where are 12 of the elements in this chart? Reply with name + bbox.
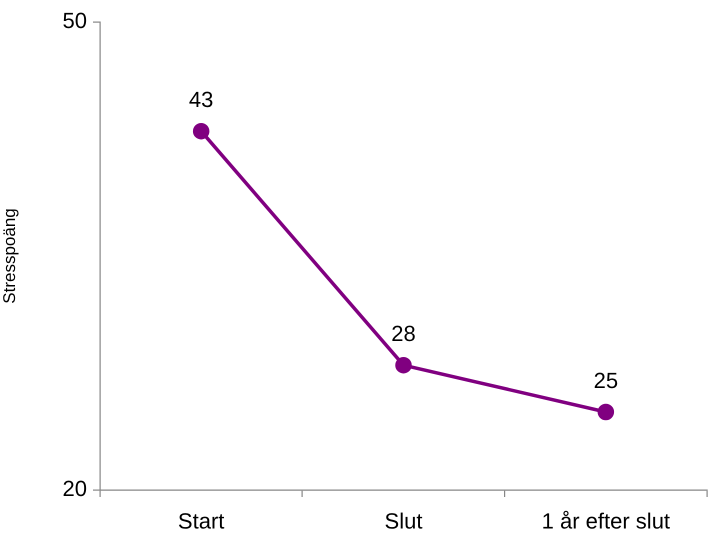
- x-tick-label: Start: [178, 508, 224, 534]
- data-label: 28: [391, 321, 416, 346]
- y-axis-title: Stresspoäng: [0, 208, 19, 304]
- data-label: 43: [188, 87, 214, 112]
- x-tick-label: Slut: [384, 508, 422, 534]
- x-tick-label: 1 år efter slut: [542, 508, 670, 534]
- point: [395, 356, 412, 374]
- y-tick-label: 50: [62, 8, 87, 34]
- data-label: 25: [594, 368, 618, 393]
- point: [598, 404, 614, 420]
- point: [192, 122, 210, 140]
- y-tick-label: 20: [62, 476, 87, 502]
